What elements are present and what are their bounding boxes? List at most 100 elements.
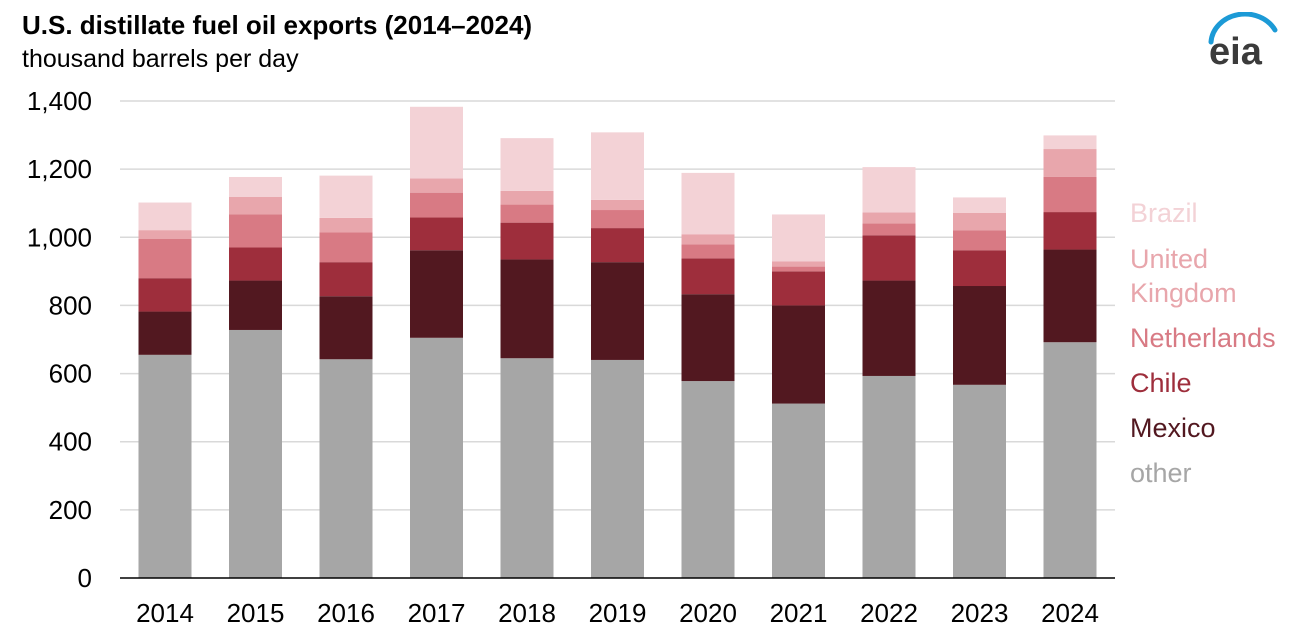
y-tick-label: 1,000 [27,222,92,252]
bar-netherlands-2020 [681,244,735,259]
legend-item-brazil: Brazil [1130,198,1198,228]
bar-chile-2017 [410,217,463,251]
bar-mexico-2014 [138,311,192,355]
y-tick-label: 800 [49,290,92,320]
legend-label: United [1130,244,1208,274]
x-tick-label: 2019 [589,598,647,628]
bar-united-kingdom-2020 [681,234,735,245]
eia-logo-arc-icon [1208,12,1278,45]
bar-mexico-2015 [229,280,282,330]
bar-brazil-2022 [862,167,916,213]
bar-netherlands-2014 [138,238,192,279]
bar-netherlands-2019 [591,210,644,229]
bar-chile-2023 [953,250,1006,287]
x-tick-label: 2020 [679,598,737,628]
bar-other-2021 [772,403,825,578]
bar-chile-2015 [229,247,282,281]
bar-netherlands-2024 [1043,176,1097,213]
bar-mexico-2020 [681,294,735,382]
bar-brazil-2021 [772,214,825,262]
bar-mexico-2017 [410,250,463,338]
bar-netherlands-2016 [319,232,373,263]
y-tick-label: 600 [49,359,92,389]
bar-chile-2019 [591,228,644,263]
x-tick-label: 2015 [227,598,285,628]
bar-united-kingdom-2015 [229,196,282,215]
bar-other-2019 [591,359,644,578]
bar-mexico-2024 [1043,249,1097,343]
bar-netherlands-2015 [229,214,282,248]
bar-mexico-2016 [319,296,373,360]
bar-brazil-2018 [500,138,554,191]
x-tick-label: 2018 [498,598,556,628]
bar-united-kingdom-2017 [410,178,463,193]
bar-chile-2016 [319,262,373,297]
bar-brazil-2017 [410,106,463,179]
legend-label: Chile [1130,368,1192,398]
bar-united-kingdom-2019 [591,199,644,211]
bar-other-2018 [500,358,554,578]
bar-mexico-2021 [772,305,825,404]
y-tick-label: 1,200 [27,154,92,184]
x-tick-label: 2014 [136,598,194,628]
chart-subtitle: thousand barrels per day [22,45,299,73]
axes: 0 200 400 600 800 1,000 1,200 1,400 2014 2015 2016… [27,86,1115,628]
eia-logo: eia [1208,12,1278,72]
bar-other-2017 [410,337,463,578]
x-tick-label: 2021 [770,598,828,628]
bar-brazil-2016 [319,175,373,218]
x-tick-label: 2016 [317,598,375,628]
bar-brazil-2014 [138,202,192,231]
bar-brazil-2020 [681,172,735,235]
bar-united-kingdom-2023 [953,212,1006,231]
bar-chile-2024 [1043,212,1097,250]
y-tick-label: 1,400 [27,86,92,116]
eia-logo-text: eia [1209,31,1263,72]
legend-label: other [1130,458,1192,488]
bar-netherlands-2021 [772,266,825,272]
legend-item-united-kingdom: United Kingdom [1130,244,1237,308]
bar-mexico-2022 [862,280,916,376]
legend-label: Netherlands [1130,323,1276,353]
bar-brazil-2024 [1043,135,1097,150]
legend-item-netherlands: Netherlands [1130,323,1276,353]
bar-united-kingdom-2022 [862,212,916,224]
legend-item-other: other [1130,458,1192,488]
legend-label: Brazil [1130,198,1198,228]
bar-brazil-2023 [953,197,1006,213]
y-tick-label: 400 [49,427,92,457]
x-tick-label: 2022 [860,598,918,628]
bar-other-2015 [229,329,282,578]
bar-united-kingdom-2014 [138,230,192,239]
bar-mexico-2023 [953,286,1006,385]
bar-other-2014 [138,354,192,578]
bar-other-2024 [1043,342,1097,578]
bar-chile-2022 [862,235,916,281]
bar-netherlands-2017 [410,192,463,218]
legend-item-chile: Chile [1130,368,1192,398]
bar-other-2016 [319,359,373,578]
bars [138,106,1097,578]
bar-chile-2018 [500,222,554,260]
bar-netherlands-2023 [953,230,1006,251]
chart-title: U.S. distillate fuel oil exports (2014–2… [22,10,533,40]
bar-other-2020 [681,381,735,578]
bar-other-2022 [862,375,916,578]
bar-netherlands-2022 [862,223,916,236]
bar-mexico-2019 [591,262,644,360]
legend-item-mexico: Mexico [1130,413,1216,443]
bar-united-kingdom-2016 [319,217,373,233]
bar-chile-2021 [772,271,825,306]
bar-brazil-2019 [591,132,644,200]
x-tick-label: 2024 [1041,598,1099,628]
bar-mexico-2018 [500,259,554,359]
y-tick-label: 200 [49,495,92,525]
legend-label: Mexico [1130,413,1216,443]
legend: Brazil United Kingdom Netherlands Chile Mexic… [1130,198,1276,488]
bar-united-kingdom-2024 [1043,149,1097,177]
bar-netherlands-2018 [500,204,554,223]
bar-brazil-2015 [229,176,282,197]
bar-chile-2020 [681,258,735,295]
y-tick-label: 0 [78,563,92,593]
